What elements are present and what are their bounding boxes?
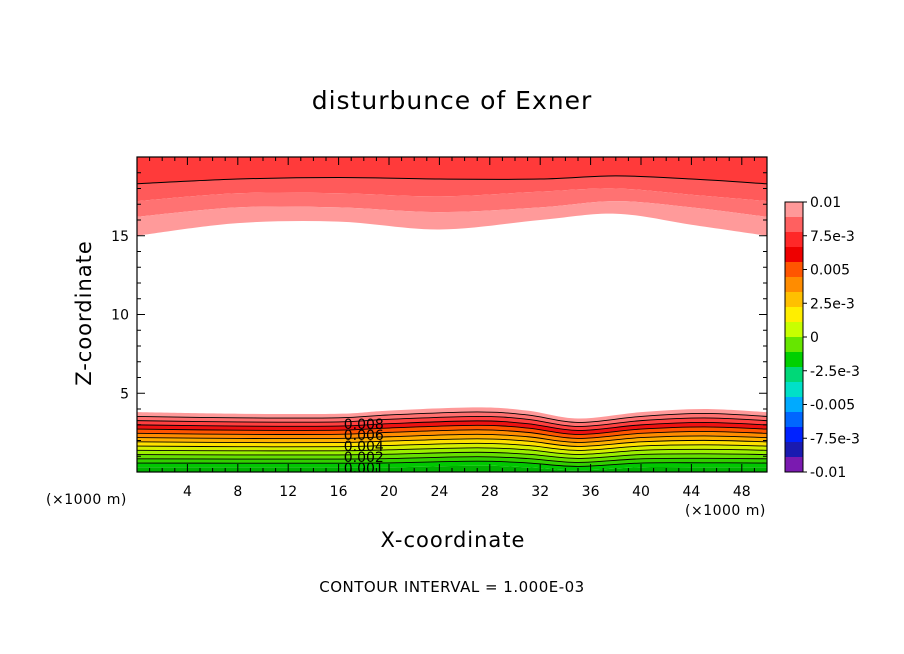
lower-contour-line	[137, 424, 767, 435]
colorbar-label: 7.5e-3	[810, 229, 855, 245]
lower-band-10	[137, 447, 767, 459]
colorbar-segment	[785, 202, 803, 218]
y-axis-label: Z-coordinate	[72, 240, 96, 386]
colorbar-segment	[785, 307, 803, 323]
lower-contour-line	[137, 411, 767, 423]
colorbar-label: -2.5e-3	[810, 364, 860, 380]
upper-band-3	[137, 188, 767, 217]
contour-label: 0.002	[344, 450, 384, 466]
lower-contour-line	[137, 429, 767, 439]
lower-band-3	[137, 416, 767, 431]
x-axis-label: X-coordinate	[380, 528, 526, 552]
x-tick-label: 20	[380, 484, 398, 500]
lower-contour-line	[137, 415, 767, 427]
lower-contour-line	[137, 420, 767, 431]
contour-interval-text: CONTOUR INTERVAL = 1.000E-03	[319, 578, 585, 596]
colorbar-segment	[785, 397, 803, 413]
colorbar-segment	[785, 352, 803, 368]
contour-label: 0.008	[344, 417, 384, 433]
x-tick-label: 48	[733, 484, 751, 500]
upper-contour-line	[137, 175, 767, 185]
x-tick-label: 40	[632, 484, 650, 500]
x-tick-label: 24	[430, 484, 448, 500]
lower-band-1	[137, 407, 767, 423]
contour-label: 0.004	[344, 439, 384, 455]
contour-label: 0.006	[344, 428, 384, 444]
colorbar-segment	[785, 382, 803, 398]
lower-band-6	[137, 429, 767, 443]
y-tick-label: 15	[111, 229, 129, 245]
colorbar-segment	[785, 322, 803, 338]
colorbar-label: 0.01	[810, 195, 841, 211]
colorbar-segment	[785, 427, 803, 443]
colorbar-segment	[785, 457, 803, 473]
x-tick-label: 44	[682, 484, 700, 500]
lower-band-4	[137, 420, 767, 435]
y-tick-label: 10	[111, 308, 129, 324]
x-tick-label: 28	[481, 484, 499, 500]
colorbar-segment	[785, 262, 803, 278]
colorbar-segment	[785, 247, 803, 263]
x-unit-label-right: (×1000 m)	[685, 503, 766, 519]
lower-band-7	[137, 434, 767, 447]
upper-band-4	[137, 201, 767, 236]
colorbar-segment	[785, 442, 803, 458]
lower-contour-line	[137, 438, 767, 447]
colorbar-segment	[785, 292, 803, 308]
lower-band-5	[137, 425, 767, 439]
x-tick-label: 4	[183, 484, 192, 500]
x-unit-label-left: (×1000 m)	[46, 492, 127, 508]
x-tick-label: 16	[330, 484, 348, 500]
lower-contour-line	[137, 442, 767, 451]
lower-contour-line	[137, 456, 767, 463]
lower-band-2	[137, 411, 767, 427]
colorbar-label: 0	[810, 330, 819, 346]
colorbar-label: -0.01	[810, 465, 846, 481]
lower-contour-line	[137, 447, 767, 455]
upper-band-1	[137, 157, 767, 184]
colorbar-label: 2.5e-3	[810, 296, 855, 312]
x-tick-label: 12	[279, 484, 297, 500]
colorbar-label: -7.5e-3	[810, 431, 860, 447]
contour-label: 0.001	[344, 461, 384, 477]
x-tick-label: 8	[233, 484, 242, 500]
chart-title: disturbunce of Exner	[311, 86, 593, 115]
lower-contour-line	[137, 433, 767, 443]
colorbar-segment	[785, 217, 803, 233]
lower-band-8	[137, 438, 767, 451]
colorbar-label: 0.005	[810, 263, 850, 279]
x-tick-label: 32	[531, 484, 549, 500]
colorbar-label: -0.005	[810, 398, 855, 414]
lower-contour-line	[137, 451, 767, 459]
lower-contour-line	[137, 460, 767, 467]
colorbar-segment	[785, 367, 803, 383]
x-tick-label: 36	[582, 484, 600, 500]
colorbar-segment	[785, 412, 803, 428]
upper-band-2	[137, 175, 767, 202]
lower-band-11	[137, 452, 767, 463]
lower-band-9	[137, 443, 767, 455]
colorbar-segment	[785, 337, 803, 353]
colorbar-segment	[785, 277, 803, 293]
colorbar-segment	[785, 232, 803, 248]
y-tick-label: 5	[120, 386, 129, 402]
